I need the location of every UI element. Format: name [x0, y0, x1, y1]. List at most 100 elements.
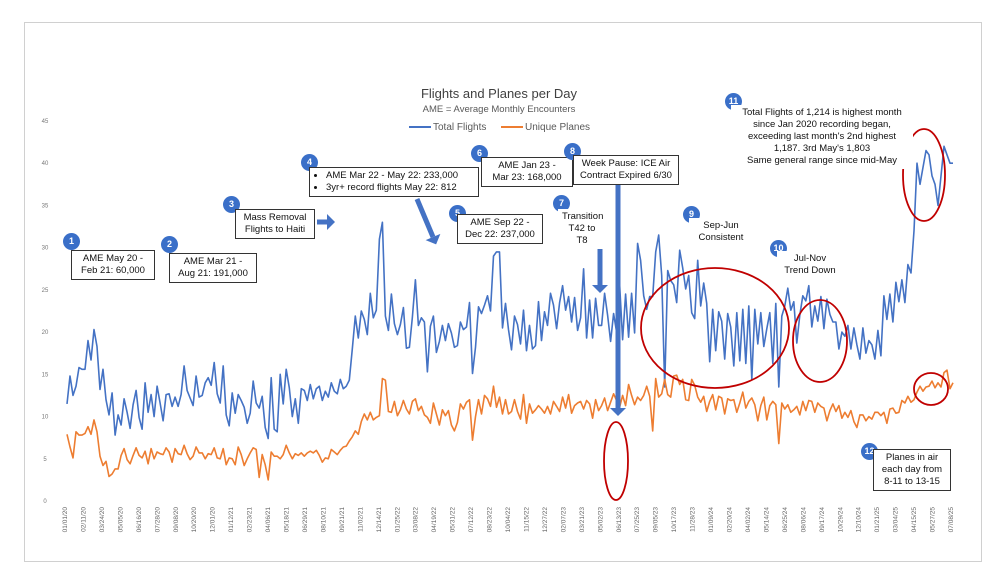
y-axis: 0 5 10 15 20 25 30 35 40 45 [42, 119, 49, 505]
x-tick-label: 04/19/22 [431, 507, 438, 533]
x-tick-label: 08/06/24 [800, 507, 807, 533]
x-tick-label: 09/08/20 [173, 507, 180, 533]
x-tick-label: 07/25/23 [634, 507, 641, 533]
x-tick-label: 10/20/20 [191, 507, 198, 533]
x-tick-label: 09/21/21 [339, 507, 346, 533]
annotation-11-line-4: 1,187. 3rd May's 1,803 [773, 143, 871, 154]
x-tick-label: 12/10/24 [856, 507, 863, 533]
arrow-pause [610, 185, 626, 416]
x-tick-label: 06/13/23 [616, 507, 623, 533]
annotation-2-line-1: AME Mar 21 - [183, 256, 243, 267]
annotation-6-line-1: AME Jan 23 - [498, 160, 556, 171]
annotation-9-line-1: Sep-Jun [703, 220, 739, 231]
x-tick-label: 02/20/24 [727, 507, 734, 533]
annotation-9-line-2: Consistent [698, 232, 744, 243]
highlight-circle-trend-down [792, 299, 848, 383]
x-tick-label: 03/21/23 [579, 507, 586, 533]
annotation-6-line-2: Mar 23: 168,000 [492, 172, 562, 183]
annotation-2-line-2: Aug 21: 191,000 [178, 268, 248, 279]
y-tick-label: 10 [42, 415, 49, 421]
x-tick-label: 01/21/25 [874, 507, 881, 533]
x-tick-label: 05/14/24 [763, 507, 770, 533]
badge-4: 4 [301, 154, 318, 171]
arrow-transition [592, 247, 608, 293]
annotation-1-line-1: AME May 20 - [82, 253, 144, 264]
annotation-7-line-1: Transition [562, 211, 604, 222]
annotation-10-line-1: Jul-Nov [793, 253, 827, 264]
highlight-circle-consistent [640, 267, 790, 389]
x-tick-label: 08/10/21 [320, 507, 327, 533]
x-tick-label: 05/27/25 [930, 507, 937, 533]
legend-label-planes: Unique Planes [525, 122, 590, 133]
arrow-transition-head [592, 285, 608, 293]
x-tick-label: 07/12/22 [468, 507, 475, 533]
arrow-record-may22-shaft [414, 198, 436, 238]
annotation-11-line-5: Same general range since mid-May [747, 155, 897, 166]
annotation-11: Total Flights of 1,214 is highest month … [731, 105, 913, 169]
chart-frame: Flights and Planes per Day AME = Average… [24, 22, 982, 562]
annotation-3: Mass Removal Flights to Haiti [235, 209, 315, 239]
annotation-5-line-2: Dec 22: 237,000 [465, 229, 535, 240]
x-tick-label: 12/14/21 [376, 507, 383, 533]
x-tick-label: 03/24/20 [99, 507, 106, 533]
legend-label-total: Total Flights [433, 122, 486, 133]
y-tick-label: 45 [42, 119, 49, 125]
y-tick-label: 30 [42, 246, 49, 252]
x-axis: 01/01/20 02/11/20 03/24/20 05/05/20 06/16/20… [62, 507, 955, 533]
annotation-5: AME Sep 22 - Dec 22: 237,000 [457, 214, 543, 244]
x-tick-label: 12/27/22 [542, 507, 549, 533]
badge-1: 1 [63, 233, 80, 250]
chart-title: Flights and Planes per Day [421, 86, 578, 101]
x-tick-label: 03/04/25 [893, 507, 900, 533]
x-tick-label: 05/31/22 [450, 507, 457, 533]
legend: Total Flights Unique Planes [409, 122, 590, 133]
annotation-3-line-1: Mass Removal [243, 212, 307, 223]
highlight-circle-peak [902, 128, 946, 222]
annotation-1: AME May 20 - Feb 21: 60,000 [71, 250, 155, 280]
arrow-haiti [317, 214, 335, 230]
arrow-haiti-head [327, 214, 335, 230]
annotation-3-line-2: Flights to Haiti [244, 224, 306, 235]
x-tick-label: 10/29/24 [837, 507, 844, 533]
annotation-1-line-2: Feb 21: 60,000 [81, 265, 145, 276]
annotation-7-line-2: T42 to T8 [568, 223, 596, 246]
arrow-record-may22-head [425, 233, 441, 245]
x-tick-label: 02/07/23 [560, 507, 567, 533]
series-line-unique-planes [66, 369, 954, 481]
annotation-8-line-1: Week Pause: ICE Air [581, 158, 671, 169]
x-tick-label: 02/11/20 [80, 507, 87, 532]
x-tick-label: 06/25/24 [782, 507, 789, 533]
x-tick-label: 06/29/21 [302, 507, 309, 533]
x-tick-label: 01/01/20 [62, 507, 69, 533]
annotation-10: Jul-Nov Trend Down [777, 251, 843, 279]
x-tick-label: 06/16/20 [136, 507, 143, 533]
annotation-10-line-2: Trend Down [784, 265, 836, 276]
annotation-4: AME Mar 22 - May 22: 233,000 3yr+ record… [309, 167, 479, 197]
line-chart: Flights and Planes per Day AME = Average… [42, 86, 955, 533]
overlay-group [317, 128, 949, 501]
x-tick-label: 01/25/22 [394, 507, 401, 533]
x-tick-label: 04/02/24 [745, 507, 752, 533]
series-line-total-flights [66, 145, 953, 440]
y-tick-label: 20 [42, 330, 49, 336]
x-tick-label: 08/23/22 [487, 507, 494, 533]
x-tick-label: 01/12/21 [228, 507, 235, 533]
x-tick-label: 09/17/24 [819, 507, 826, 533]
annotation-2: AME Mar 21 - Aug 21: 191,000 [169, 253, 257, 283]
chart-subtitle: AME = Average Monthly Encounters [423, 104, 576, 115]
x-tick-label: 07/28/20 [154, 507, 161, 533]
annotation-11-line-2: since Jan 2020 recording began, [753, 119, 891, 130]
annotation-6: AME Jan 23 - Mar 23: 168,000 [481, 157, 573, 187]
x-tick-label: 07/08/25 [948, 507, 955, 533]
annotation-7: Transition T42 to T8 [558, 209, 606, 249]
badge-3: 3 [223, 196, 240, 213]
highlight-circle-planes [913, 372, 949, 406]
x-tick-label: 11/15/22 [523, 507, 530, 532]
annotation-4-bullet-1: AME Mar 22 - May 22: 233,000 [326, 170, 474, 182]
y-tick-label: 5 [43, 457, 47, 463]
badge-2: 2 [161, 236, 178, 253]
x-tick-label: 11/28/23 [690, 507, 697, 532]
y-tick-label: 0 [43, 499, 47, 505]
y-tick-label: 25 [42, 288, 49, 294]
y-tick-label: 40 [42, 161, 49, 167]
